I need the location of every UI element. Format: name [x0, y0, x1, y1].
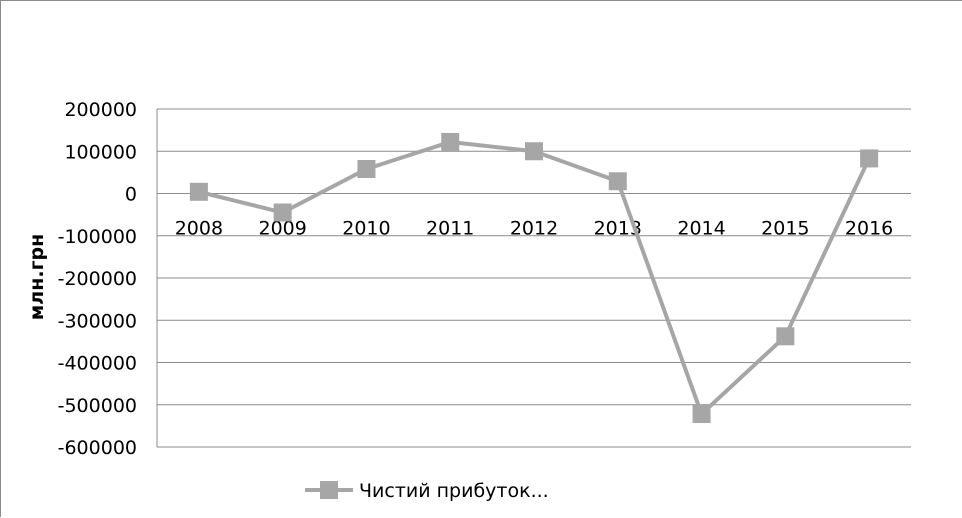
x-axis-ticks: 2008 2009 2010 2011 2012 2013 2014 2015 2016 [175, 218, 894, 240]
x-tick-label: 2008 [175, 218, 223, 240]
data-point-2009 [273, 203, 292, 222]
x-tick-label: 2010 [342, 218, 390, 240]
data-point-2014 [692, 405, 711, 424]
y-tick-label: 100000 [64, 141, 137, 163]
data-point-2008 [189, 182, 208, 201]
data-point-2010 [357, 159, 376, 178]
data-point-2013 [608, 172, 627, 191]
x-tick-label: 2013 [594, 218, 642, 240]
y-tick-label: 200000 [64, 99, 137, 121]
data-point-2016 [860, 149, 879, 168]
x-tick-label: 2012 [510, 218, 558, 240]
y-tick-label: -300000 [58, 310, 137, 332]
data-point-2011 [441, 132, 460, 151]
data-point-2012 [525, 142, 543, 161]
x-tick-label: 2009 [258, 218, 306, 240]
y-axis-label: млн.грн [26, 234, 48, 320]
x-tick-label: 2014 [677, 218, 725, 240]
gridlines [156, 108, 911, 448]
y-tick-label: -500000 [58, 395, 137, 417]
y-axis-ticks: 200000 100000 0 -100000 -200000 -300000 -40000… [58, 99, 137, 459]
series-group [189, 132, 879, 424]
y-tick-label: -100000 [58, 226, 137, 248]
x-tick-label: 2011 [426, 218, 474, 240]
data-point-2015 [776, 327, 795, 346]
y-tick-label: 0 [125, 184, 137, 206]
y-tick-label: -200000 [58, 268, 137, 290]
legend-marker [320, 481, 338, 499]
legend-entry-label: Чистий прибуток... [359, 480, 549, 502]
y-tick-label: -600000 [58, 437, 137, 459]
x-tick-label: 2016 [845, 218, 893, 240]
legend[interactable]: Чистий прибуток... [305, 480, 549, 502]
y-tick-label: -400000 [58, 353, 137, 375]
x-tick-label: 2015 [761, 218, 809, 240]
